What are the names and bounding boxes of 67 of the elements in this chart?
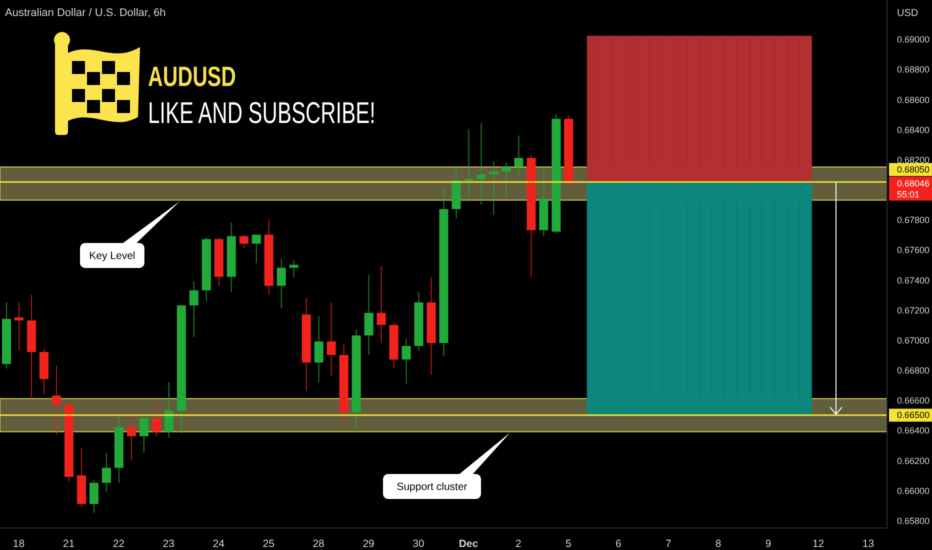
- x-tick-label: 24: [212, 538, 225, 550]
- y-tick-label: 0.66600: [897, 396, 930, 406]
- candlestick: [314, 315, 324, 383]
- x-tick-label: 12: [812, 538, 824, 550]
- y-tick-label: 0.67400: [897, 275, 930, 286]
- y-tick-label: 0.65800: [897, 516, 930, 526]
- candlestick: [102, 452, 111, 492]
- x-tick-label: 23: [162, 538, 175, 550]
- x-tick-label: 29: [362, 538, 375, 550]
- y-tick-label: 0.66800: [897, 366, 930, 376]
- ref-line-label: 0.68050: [897, 164, 930, 175]
- x-tick-label: 21: [62, 538, 75, 550]
- y-tick-label: 0.68600: [897, 94, 930, 105]
- x-tick-label: 5: [566, 538, 572, 550]
- y-axis-title: USD: [897, 8, 918, 19]
- annotation: AUDUSD: [148, 62, 236, 93]
- y-tick-label: 0.68800: [897, 64, 930, 75]
- candlestick: [402, 338, 411, 384]
- candlestick: [139, 416, 148, 454]
- x-tick-label: 6: [615, 538, 622, 550]
- y-tick-label: 0.68400: [897, 124, 930, 135]
- candlestick: [489, 160, 498, 216]
- candlestick: [289, 260, 298, 278]
- x-tick-label: 25: [262, 538, 275, 550]
- x-tick-label: 28: [312, 538, 325, 550]
- x-tick-label: 18: [12, 538, 25, 550]
- candlestick: [364, 274, 374, 356]
- candlestick: [239, 234, 248, 249]
- y-tick-label: 0.66200: [897, 456, 930, 466]
- candlestick: [89, 479, 98, 514]
- candlestick: [276, 258, 286, 309]
- candlestick: [252, 234, 261, 264]
- x-tick-label: 30: [412, 538, 425, 550]
- candlestick: [14, 302, 24, 351]
- x-tick-label: 8: [715, 538, 722, 550]
- x-tick-label: Dec: [458, 538, 478, 550]
- candlestick: [126, 412, 136, 461]
- candlestick: [376, 266, 386, 344]
- y-tick-label: 0.69000: [897, 34, 930, 45]
- candlestick: [502, 162, 511, 198]
- candlestick: [464, 128, 474, 202]
- x-tick-label: 9: [765, 538, 772, 550]
- y-tick-label: 0.67000: [897, 335, 930, 346]
- text: 55:01: [897, 190, 920, 200]
- y-tick-label: 0.67200: [897, 305, 930, 316]
- x-tick-label: 7: [665, 538, 672, 550]
- text: Australian Dollar / U.S. Dollar, 6h: [5, 7, 166, 19]
- y-tick-label: 0.67600: [897, 245, 930, 256]
- x-tick-label: 2: [516, 538, 522, 550]
- candlestick: [326, 302, 336, 377]
- candlestick: [164, 382, 174, 438]
- candlestick: [152, 400, 161, 437]
- candlestick: [189, 280, 198, 338]
- text: 0.68046: [897, 178, 930, 189]
- x-tick-label: 13: [862, 538, 874, 550]
- ref-line-label: 0.66500: [897, 410, 930, 420]
- annotation: Support cluster: [396, 481, 468, 493]
- annotation: LIKE AND SUBSCRIBE!: [148, 98, 376, 130]
- y-tick-label: 0.67800: [897, 215, 930, 226]
- y-tick-label: 0.68200: [897, 154, 930, 165]
- annotation: Key Level: [89, 250, 136, 262]
- y-tick-label: 0.66000: [897, 486, 930, 496]
- candlestick: [476, 122, 486, 206]
- candlestick: [52, 365, 61, 436]
- candlestick: [514, 134, 524, 176]
- x-tick-label: 22: [112, 538, 125, 550]
- y-tick-label: 0.66400: [897, 426, 930, 436]
